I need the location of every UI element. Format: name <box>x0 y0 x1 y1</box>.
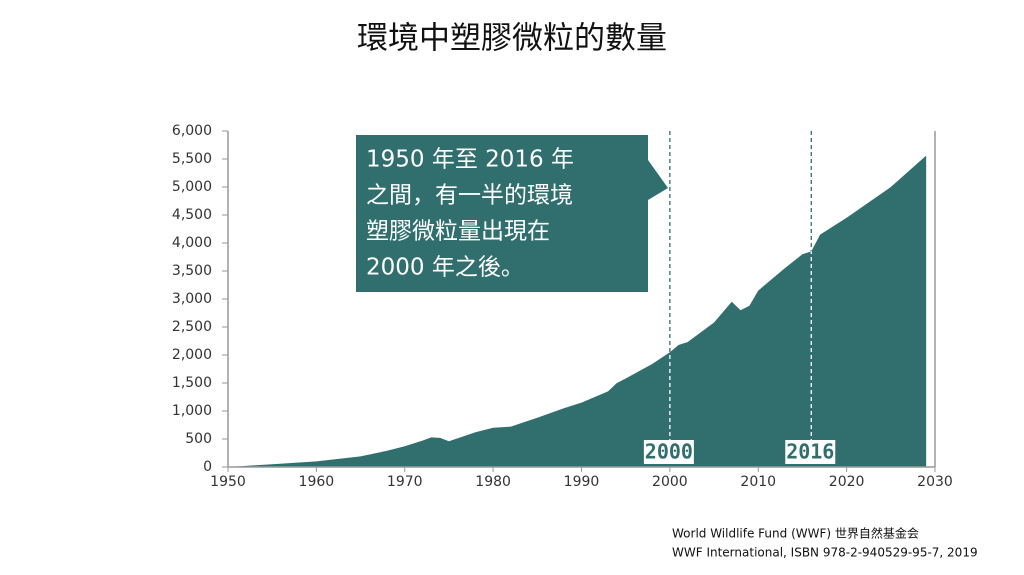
x-tick-label: 1980 <box>475 474 511 490</box>
y-tick-label: 6,000 <box>172 123 212 139</box>
callout-text: 2000 年之後。 <box>366 255 524 281</box>
source-text: WWF International, ISBN 978-2-940529-95-… <box>672 546 978 560</box>
source-text: World Wildlife Fund (WWF) 世界自然基金会 <box>672 526 919 541</box>
y-tick-label: 3,000 <box>172 291 212 307</box>
x-tick-label: 1970 <box>387 474 423 490</box>
callout-box <box>356 135 668 292</box>
callout-text: 1950 年至 2016 年 <box>366 147 574 173</box>
marker-box <box>785 440 836 464</box>
y-tick-label: 3,500 <box>172 263 212 279</box>
area <box>228 155 927 467</box>
x-tick-label: 1960 <box>299 474 335 490</box>
marker-label: 2016 <box>786 440 834 464</box>
marker-box <box>643 440 694 464</box>
x-tick-label: 2020 <box>829 474 865 490</box>
y-tick-label: 2,000 <box>172 347 212 363</box>
callout-text: 之間，有一半的環境 <box>366 183 573 209</box>
y-tick-label: 500 <box>185 431 212 447</box>
y-tick-label: 1,500 <box>172 375 212 391</box>
y-tick-label: 1,000 <box>172 403 212 419</box>
y-tick-label: 0 <box>203 459 212 475</box>
x-tick-label: 2010 <box>740 474 776 490</box>
y-tick-label: 5,000 <box>172 179 212 195</box>
x-tick-label: 2000 <box>652 474 688 490</box>
callout-text: 塑膠微粒量出現在 <box>366 219 550 245</box>
x-tick-label: 1950 <box>210 474 246 490</box>
y-tick-label: 4,000 <box>172 235 212 251</box>
y-tick-label: 5,500 <box>172 151 212 167</box>
x-tick-label: 1990 <box>564 474 600 490</box>
chart-title: 環境中塑膠微粒的數量 <box>357 21 667 57</box>
marker-label: 2000 <box>645 440 693 464</box>
y-tick-label: 2,500 <box>172 319 212 335</box>
y-tick-label: 4,500 <box>172 207 212 223</box>
x-tick-label: 2030 <box>917 474 953 490</box>
